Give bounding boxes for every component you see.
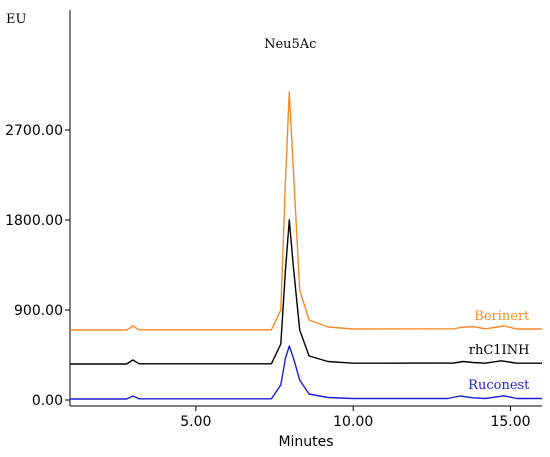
axes bbox=[69, 10, 542, 407]
peak-annotation-neu5ac: Neu5Ac bbox=[264, 37, 316, 52]
x-tick-label: 5.00 bbox=[180, 414, 211, 430]
series-group bbox=[70, 91, 542, 400]
y-tick-label: 900.00 bbox=[14, 303, 63, 319]
series-label-berinert: Berinert bbox=[474, 309, 530, 324]
y-unit-label: EU bbox=[6, 12, 26, 27]
series-line-berinert bbox=[70, 91, 542, 331]
y-tick-label: 1800.00 bbox=[5, 213, 63, 229]
x-axis-title: Minutes bbox=[278, 434, 333, 450]
series-label-group: Berinert rhC1INH Ruconest bbox=[468, 309, 530, 393]
tick-group: 0.00 900.00 1800.00 2700.00 5.00 10.00 15.00 bbox=[5, 123, 530, 430]
y-tick-label: 0.00 bbox=[32, 393, 63, 409]
series-line-rhc1inh bbox=[70, 219, 542, 365]
x-tick-label: 15.00 bbox=[490, 414, 530, 430]
series-label-rhc1inh: rhC1INH bbox=[469, 343, 530, 358]
x-tick-label: 10.00 bbox=[333, 414, 373, 430]
series-line-ruconest bbox=[70, 345, 542, 400]
series-label-ruconest: Ruconest bbox=[468, 378, 530, 393]
y-tick-label: 2700.00 bbox=[5, 123, 63, 139]
